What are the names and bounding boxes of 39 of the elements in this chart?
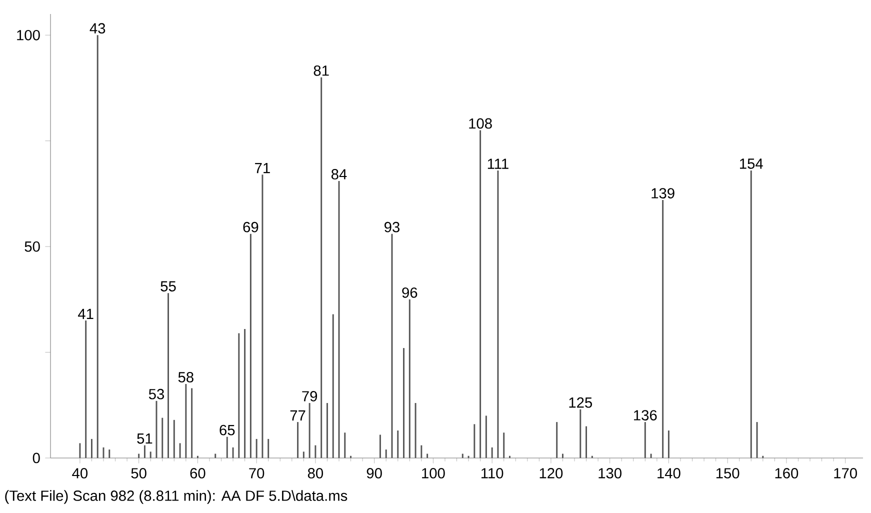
y-tick-label: 100: [17, 30, 40, 40]
x-tick-label: 150: [716, 468, 740, 478]
annotation: 43: [90, 23, 106, 34]
annotation: 51: [137, 433, 152, 444]
y-tick-label: 0: [32, 452, 40, 464]
y-tick-label: 50: [24, 241, 40, 252]
x-tick-label: 70: [249, 468, 264, 478]
x-tick-label: 80: [308, 468, 324, 478]
annotation: 111: [488, 158, 508, 169]
x-tick-label: 50: [131, 468, 146, 478]
x-tick-label: 90: [366, 468, 382, 478]
x-tick-label: 40: [72, 468, 88, 478]
x-tick-label: 110: [481, 468, 504, 478]
annotation: 93: [384, 222, 400, 232]
annotation: 81: [314, 65, 329, 76]
annotation: 108: [469, 118, 492, 129]
annotation: 69: [243, 222, 258, 232]
annotation: 41: [78, 308, 94, 319]
x-tick-label: 100: [422, 468, 445, 478]
annotation: 79: [302, 391, 318, 402]
x-tick-label: 170: [834, 468, 857, 478]
annotation: 84: [331, 169, 347, 180]
annotation: 154: [740, 158, 763, 169]
annotation: 136: [634, 410, 657, 420]
annotation: 96: [402, 287, 418, 298]
annotation: 139: [652, 188, 674, 198]
annotation: 53: [148, 388, 164, 400]
annotation: 77: [290, 410, 306, 420]
x-tick-label: 140: [658, 468, 680, 478]
annotation: 65: [220, 424, 235, 436]
x-tick-label: 120: [540, 468, 563, 478]
x-tick-label: 130: [598, 468, 622, 478]
annotation: 55: [160, 281, 176, 292]
annotation: 71: [255, 162, 270, 174]
x-tick-label: 160: [775, 468, 798, 478]
text: (Text File) Scan 982 (8.811 min): AA DF 5.D\data.ms: [5, 490, 348, 504]
x-tick-label: 60: [190, 468, 206, 478]
annotation: 58: [178, 372, 194, 382]
annotation: 125: [569, 397, 592, 408]
